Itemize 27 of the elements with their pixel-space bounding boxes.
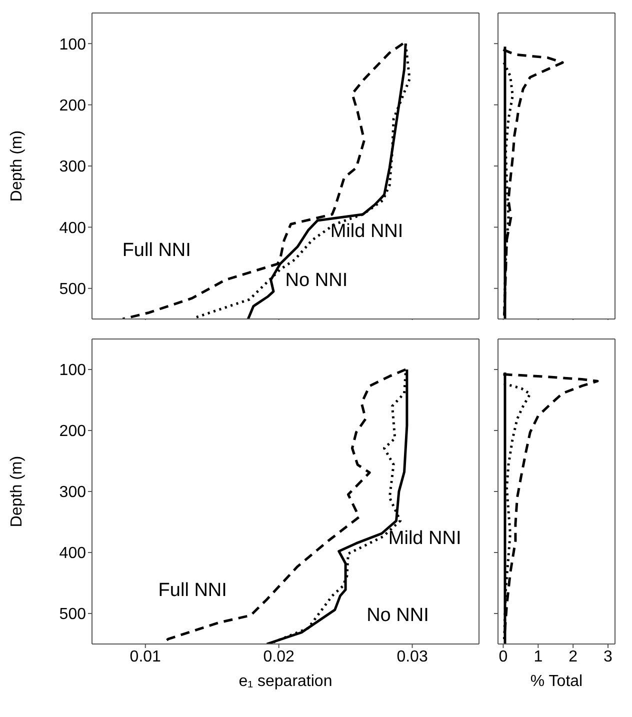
- y-tick-label: 400: [59, 220, 86, 237]
- y-tick-label: 100: [59, 362, 86, 380]
- y-tick-label: 100: [59, 36, 86, 54]
- x-tick-label: 0.03: [396, 648, 428, 666]
- x-tick-label: 0.01: [130, 648, 162, 666]
- y-tick-label: 500: [59, 606, 86, 624]
- x-tick-label: 2: [568, 648, 578, 666]
- y-axis-title: Depth (m): [8, 456, 26, 528]
- annotation: Full NNI: [122, 240, 191, 262]
- y-tick-label: 400: [59, 545, 86, 562]
- y-tick-label: 200: [59, 423, 86, 440]
- y-tick-label: 300: [59, 158, 86, 176]
- y-tick-label: 500: [59, 281, 86, 298]
- x-axis-title: e₁ separation: [238, 673, 332, 690]
- y-tick-label: 200: [59, 97, 86, 114]
- x-tick-label: 3: [604, 648, 613, 666]
- y-axis-title: Depth (m): [8, 130, 26, 202]
- y-tick-label: 300: [59, 484, 86, 502]
- annotation: Mild NNI: [388, 528, 462, 550]
- x-tick-label: 0.02: [263, 648, 294, 666]
- annotation: No NNI: [366, 604, 429, 627]
- x-axis-title: % Total: [530, 673, 583, 690]
- x-tick-label: 1: [534, 648, 543, 666]
- annotation: Full NNI: [158, 580, 227, 602]
- annotation: Mild NNI: [330, 221, 404, 244]
- annotation: No NNI: [285, 270, 348, 292]
- x-tick-label: 0: [498, 648, 508, 666]
